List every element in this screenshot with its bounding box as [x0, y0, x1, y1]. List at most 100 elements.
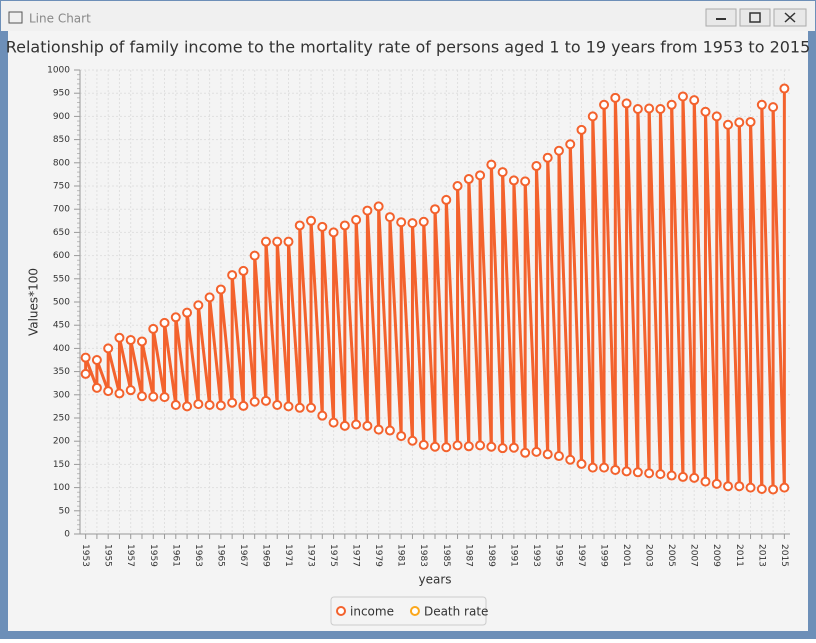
point: [407, 218, 418, 229]
x-tick-label: 1961: [170, 544, 180, 567]
point: [531, 161, 542, 172]
point: [283, 401, 294, 412]
point: [204, 400, 215, 411]
line-segment: [557, 150, 572, 460]
chart-title: Relationship of family income to the mor…: [6, 38, 811, 57]
minimize-button[interactable]: [705, 8, 737, 27]
point: [677, 91, 688, 102]
point: [711, 111, 722, 122]
point: [430, 204, 440, 215]
line-segment: [174, 317, 189, 407]
point: [475, 170, 486, 181]
x-tick-label: 2007: [689, 544, 699, 567]
plot: 1953 1955 1957 1959 1961 1963 1965 1967 1969 1971…: [47, 66, 790, 567]
line-segment: [84, 357, 99, 389]
point: [723, 481, 734, 492]
x-tick-label: 1981: [396, 544, 406, 567]
x-tick-label: 1955: [103, 544, 113, 567]
point: [272, 236, 283, 247]
point: [114, 388, 125, 399]
point: [441, 194, 452, 205]
point: [542, 152, 553, 163]
point: [328, 227, 339, 238]
point: [294, 402, 305, 413]
point: [373, 424, 384, 435]
x-tick-label: 1969: [260, 544, 270, 567]
point: [452, 181, 463, 191]
y-tick-label: 100: [53, 483, 70, 493]
x-tick-label: 1985: [441, 544, 451, 567]
point: [159, 317, 170, 328]
point: [610, 92, 621, 103]
line-segment: [658, 108, 674, 476]
line-segment: [185, 312, 200, 405]
point: [452, 440, 463, 451]
line-segment: [489, 164, 505, 449]
point: [351, 419, 362, 430]
point: [103, 343, 114, 354]
y-tick-label: 350: [53, 367, 70, 377]
point: [486, 159, 497, 170]
line-segment: [343, 225, 358, 425]
line-segment: [332, 232, 347, 426]
point: [587, 111, 598, 122]
y-tick-label: 650: [53, 228, 70, 238]
legend-items: income Death rate: [336, 605, 488, 619]
x-tick-label: 1971: [283, 544, 293, 567]
point: [328, 417, 339, 428]
line-segment: [117, 337, 133, 391]
line-segment: [591, 116, 606, 468]
legend-label: income: [350, 605, 394, 619]
line-segment: [95, 359, 110, 392]
point: [260, 236, 271, 247]
point: [384, 212, 395, 223]
line-segment: [151, 328, 167, 398]
maximize-button[interactable]: [739, 8, 771, 27]
point: [170, 312, 181, 323]
y-tick-label: 150: [53, 460, 70, 470]
point: [475, 440, 486, 451]
line-segment: [365, 210, 381, 430]
line-segment: [467, 178, 482, 446]
point: [114, 332, 125, 343]
point: [745, 116, 756, 127]
point: [182, 307, 193, 318]
point: [486, 441, 497, 452]
point: [215, 400, 226, 411]
point: [497, 167, 508, 178]
point: [463, 174, 474, 185]
line-segment: [241, 270, 257, 402]
line-segment: [692, 100, 707, 482]
point: [204, 292, 215, 303]
x-tick-label: 1991: [508, 544, 518, 567]
x-axis-label: years: [418, 573, 451, 587]
point: [655, 469, 666, 480]
point: [193, 399, 204, 410]
point: [756, 483, 767, 494]
app-icon: [8, 11, 23, 24]
y-tick-label: 700: [53, 205, 70, 215]
y-tick-label: 1000: [47, 66, 70, 76]
line-segment: [625, 103, 640, 473]
line-segment: [140, 341, 155, 397]
y-tick-label: 850: [53, 135, 70, 145]
x-tick-label: 1995: [553, 544, 563, 567]
line-segment: [647, 108, 662, 475]
line-segment: [129, 339, 144, 397]
point: [136, 336, 147, 347]
line-segment: [106, 348, 121, 394]
point: [756, 99, 767, 110]
y-tick-label: 200: [53, 437, 70, 447]
line-segment: [275, 241, 290, 407]
x-tick-label: 1959: [148, 544, 158, 567]
point: [170, 400, 181, 411]
line-segment: [703, 111, 719, 484]
point: [621, 98, 632, 109]
point: [610, 464, 621, 475]
x-tick-label: 1983: [418, 544, 428, 567]
point: [779, 482, 790, 493]
point: [159, 392, 170, 403]
y-tick-label: 600: [53, 251, 70, 261]
point: [125, 385, 136, 396]
point: [599, 99, 610, 110]
